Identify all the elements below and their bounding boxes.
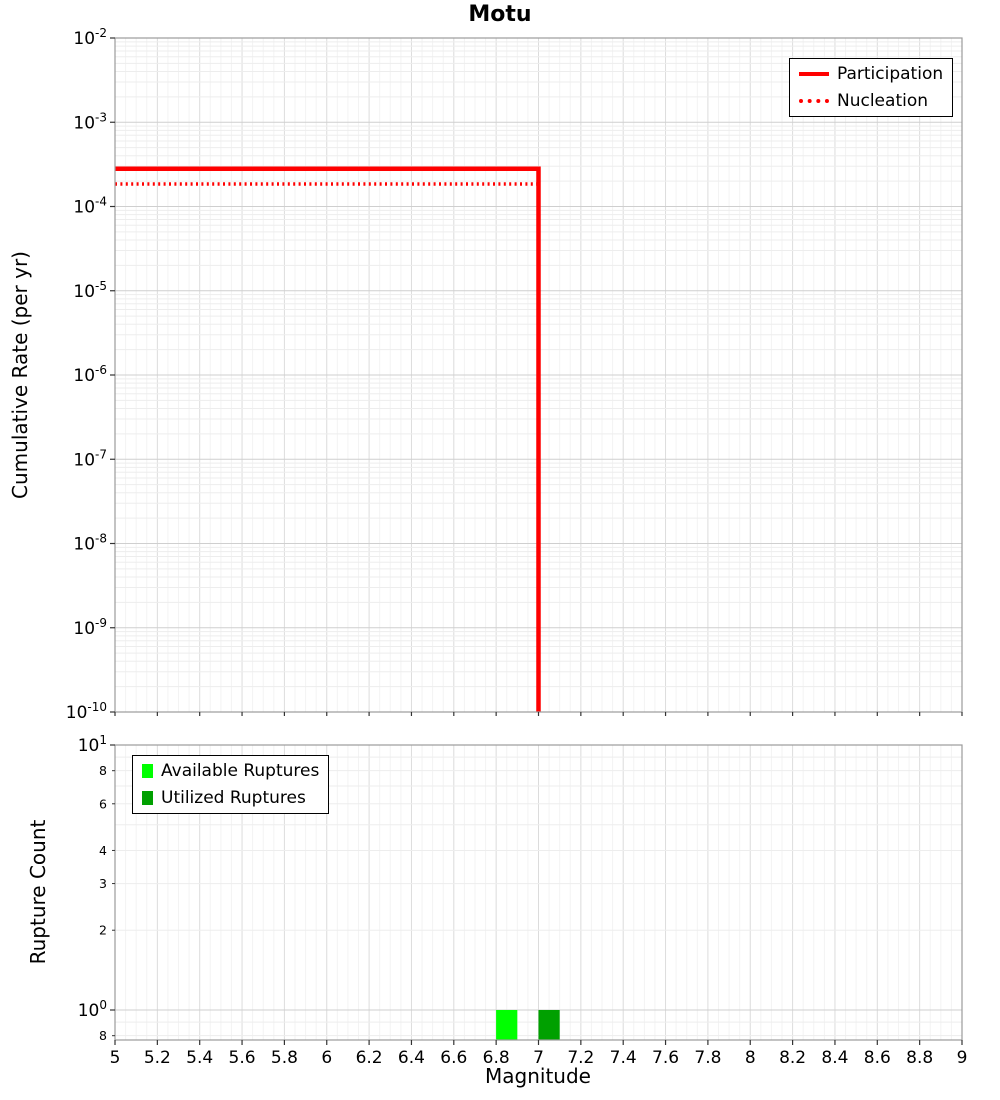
svg-text:10-8: 10-8 — [73, 532, 107, 555]
top-y-axis-label: Cumulative Rate (per yr) — [8, 251, 32, 499]
svg-text:2: 2 — [99, 923, 107, 938]
svg-text:101: 101 — [78, 733, 107, 756]
svg-text:3: 3 — [99, 876, 107, 891]
svg-text:5.6: 5.6 — [229, 1048, 256, 1068]
bottom-y-axis-label: Rupture Count — [26, 819, 50, 965]
svg-text:7.2: 7.2 — [567, 1048, 594, 1068]
svg-text:7.8: 7.8 — [694, 1048, 721, 1068]
svg-text:7: 7 — [533, 1048, 544, 1068]
svg-text:8: 8 — [745, 1048, 756, 1068]
utilized-ruptures-swatch — [142, 791, 153, 805]
rupture-count-bars — [496, 1010, 560, 1040]
bottom-legend: Available Ruptures Utilized Ruptures — [132, 755, 330, 814]
svg-text:6: 6 — [321, 1048, 332, 1068]
bar-available-ruptures — [496, 1010, 518, 1040]
legend-label-utilized-ruptures: Utilized Ruptures — [161, 788, 306, 808]
svg-text:4: 4 — [99, 843, 107, 858]
svg-text:10-2: 10-2 — [73, 26, 107, 49]
series-line-participation — [115, 166, 541, 712]
mfd-series-lines — [115, 166, 541, 712]
svg-text:10-7: 10-7 — [73, 447, 107, 470]
bar-utilized-ruptures — [538, 1010, 560, 1040]
svg-text:7.4: 7.4 — [610, 1048, 637, 1068]
svg-text:8: 8 — [99, 1028, 107, 1043]
svg-text:5.8: 5.8 — [271, 1048, 298, 1068]
svg-text:8.4: 8.4 — [821, 1048, 848, 1068]
svg-text:8.2: 8.2 — [779, 1048, 806, 1068]
x-axis-label: Magnitude — [485, 1064, 591, 1088]
svg-text:5: 5 — [110, 1048, 121, 1068]
svg-text:10-4: 10-4 — [73, 195, 107, 218]
participation-line-swatch — [799, 72, 829, 76]
legend-label-available-ruptures: Available Ruptures — [161, 761, 320, 781]
legend-item-available-ruptures: Available Ruptures — [142, 761, 319, 781]
svg-text:8: 8 — [99, 763, 107, 778]
svg-text:6.6: 6.6 — [440, 1048, 467, 1068]
svg-text:10-10: 10-10 — [66, 700, 107, 723]
svg-text:10-3: 10-3 — [73, 110, 107, 133]
svg-text:6.2: 6.2 — [356, 1048, 383, 1068]
axis-ticks-and-labels: 5 5.2 5.4 5.6 5.8 6 6.2 6.4 6.6 6.8 7 7.2 7.4 7.6 7.8 8… — [66, 26, 968, 1068]
legend-item-nucleation: Nucleation — [799, 91, 943, 111]
svg-text:6: 6 — [99, 796, 107, 811]
svg-text:10-9: 10-9 — [73, 616, 107, 639]
legend-label-participation: Participation — [837, 64, 944, 84]
svg-text:7.6: 7.6 — [652, 1048, 679, 1068]
svg-text:5.4: 5.4 — [186, 1048, 213, 1068]
svg-text:9: 9 — [957, 1048, 968, 1068]
nucleation-line-swatch — [799, 99, 829, 103]
available-ruptures-swatch — [142, 764, 153, 778]
chart-title: Motu — [468, 2, 532, 27]
series-line-nucleation — [115, 182, 541, 712]
legend-item-utilized-ruptures: Utilized Ruptures — [142, 788, 319, 808]
svg-text:10-5: 10-5 — [73, 279, 107, 302]
legend-label-nucleation: Nucleation — [837, 91, 929, 111]
svg-text:100: 100 — [78, 998, 107, 1021]
svg-text:10-6: 10-6 — [73, 363, 107, 386]
svg-text:6.8: 6.8 — [483, 1048, 510, 1068]
svg-text:5.2: 5.2 — [144, 1048, 171, 1068]
svg-text:8.6: 8.6 — [864, 1048, 891, 1068]
svg-text:6.4: 6.4 — [398, 1048, 425, 1068]
legend-item-participation: Participation — [799, 64, 943, 84]
top-legend: Participation Nucleation — [789, 58, 954, 117]
svg-text:8.8: 8.8 — [906, 1048, 933, 1068]
